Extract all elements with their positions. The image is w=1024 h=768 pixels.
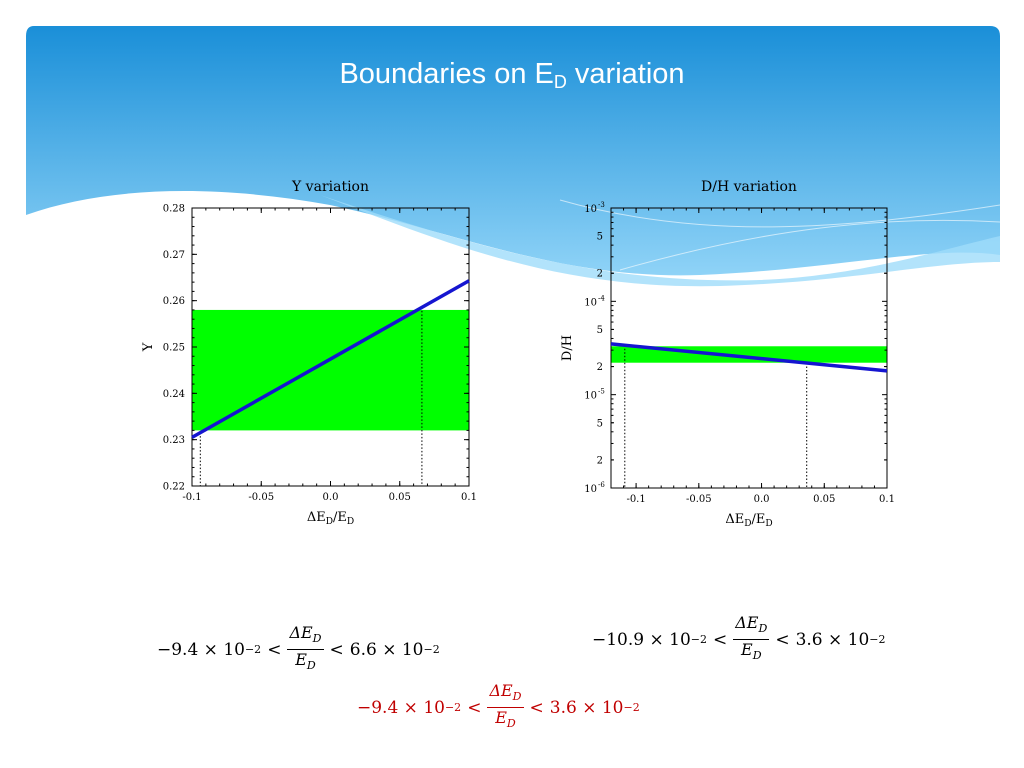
dh-variation-chart: D/H variation-0.1 -0.05 0.0 0.05 0.110 -35210… [560, 179, 895, 529]
y-bound-equation: −9.4 × 10 −2 < ΔED ED < 6.6 × 10 −2 [157, 624, 440, 675]
eq-lower: −9.4 × 10 [157, 639, 245, 660]
y-tick-label: 10 [584, 297, 597, 308]
y-tick-label: 10 [584, 204, 597, 215]
banner-wave-2 [559, 199, 1001, 228]
x-tick-label: 0.05 [389, 492, 411, 503]
eq-num-sub: D [312, 632, 322, 646]
y-tick-label: 0.22 [163, 482, 185, 493]
banner-wave-3 [619, 219, 1001, 271]
combined-bound-equation: −9.4 × 10 −2 < ΔED ED < 3.6 × 10 −2 [357, 682, 640, 733]
x-tick-label: -0.1 [626, 494, 645, 505]
eq-lt: < [267, 639, 282, 660]
y-tick-label: 5 [597, 325, 603, 336]
x-tick-label: 0.05 [813, 494, 835, 505]
dh-bound-equation: −10.9 × 10 −2 < ΔED ED < 3.6 × 10 −2 [592, 614, 886, 665]
y-tick-label: 5 [597, 232, 603, 243]
eq-den-sub: D [752, 649, 762, 663]
chart-title: D/H variation [701, 179, 797, 195]
eq-lower-exp: −2 [244, 643, 262, 657]
banner-fill [26, 26, 1000, 276]
chart-title: Y variation [291, 179, 369, 195]
eq-num: ΔE [289, 623, 313, 642]
x-tick-label: -0.05 [248, 492, 274, 503]
y-tick-label: 10 [584, 391, 597, 402]
eq-num-sub: D [758, 622, 768, 636]
eq-lower-exp: −2 [444, 701, 462, 715]
y-axis-label: D/H [560, 335, 575, 361]
y-tick-label: 2 [597, 362, 603, 373]
y-tick-label: 10 [584, 484, 597, 495]
y-tick-label: 0.23 [163, 435, 185, 446]
y-tick-label: 0.27 [163, 250, 185, 261]
eq-upper-exp: −2 [869, 633, 886, 647]
y-tick-exponent: -6 [598, 481, 605, 489]
slide-title: Boundaries on ED variation [0, 58, 1024, 93]
y-tick-label: 0.24 [163, 389, 185, 400]
slide-title-main: Boundaries on E [339, 58, 554, 90]
x-tick-label: 0.1 [879, 494, 895, 505]
slide-title-subscript: D [553, 72, 567, 92]
eq-lower: −10.9 × 10 [592, 629, 691, 650]
y-axis-label: Y [141, 342, 156, 352]
x-tick-label: -0.05 [686, 494, 712, 505]
eq-fraction: ΔED ED [487, 681, 524, 733]
y-variation-chart: Y variation -0.1 -0.05 0.0 0.05 0.1 0.22 0.23 0.… [141, 179, 477, 527]
eq-lt: < [467, 697, 482, 718]
y-tick-label: 5 [597, 418, 603, 429]
eq-lt: < [529, 697, 544, 718]
y-tick-exponent: -5 [598, 388, 605, 396]
x-axis-label: ΔED​/ED​ [725, 512, 772, 529]
y-tick-exponent: -3 [598, 201, 605, 209]
eq-upper: 3.6 × 10 [549, 697, 624, 718]
eq-num: ΔE [489, 681, 513, 700]
eq-fraction: ΔED ED [287, 623, 324, 675]
eq-lt: < [713, 629, 728, 650]
eq-upper-exp: −2 [423, 643, 440, 657]
title-banner [26, 26, 1001, 287]
y-tick-label: 0.26 [163, 296, 185, 307]
eq-den-sub: D [306, 659, 316, 673]
x-tick-label: 0.1 [461, 492, 477, 503]
eq-fraction: ΔED ED [733, 613, 770, 665]
eq-lt: < [329, 639, 344, 660]
y-tick-label: 2 [597, 455, 603, 466]
y-tick-label: 0.25 [163, 343, 185, 354]
eq-den: E [295, 650, 307, 670]
x-tick-label: -0.1 [182, 492, 201, 503]
y-tick-label: 0.28 [163, 204, 185, 215]
series-line [610, 342, 888, 373]
x-axis-label: ΔED​/ED​ [307, 510, 354, 527]
eq-num-sub: D [512, 690, 522, 704]
banner-wave-1 [320, 195, 1000, 287]
eq-lt: < [775, 629, 790, 650]
eq-den: E [741, 640, 753, 660]
slide-title-tail: variation [566, 58, 685, 90]
eq-den: E [495, 708, 507, 728]
eq-lower-exp: −2 [690, 633, 707, 647]
y-tick-exponent: -4 [598, 294, 605, 302]
series-line [191, 279, 470, 439]
x-tick-label: 0.0 [754, 494, 770, 505]
eq-upper: 6.6 × 10 [349, 639, 424, 660]
x-tick-label: 0.0 [323, 492, 339, 503]
eq-upper-exp: −2 [623, 701, 640, 715]
eq-den-sub: D [506, 717, 516, 731]
y-tick-label: 2 [597, 269, 603, 280]
eq-upper: 3.6 × 10 [795, 629, 870, 650]
eq-num: ΔE [735, 613, 759, 632]
eq-lower: −9.4 × 10 [357, 697, 445, 718]
